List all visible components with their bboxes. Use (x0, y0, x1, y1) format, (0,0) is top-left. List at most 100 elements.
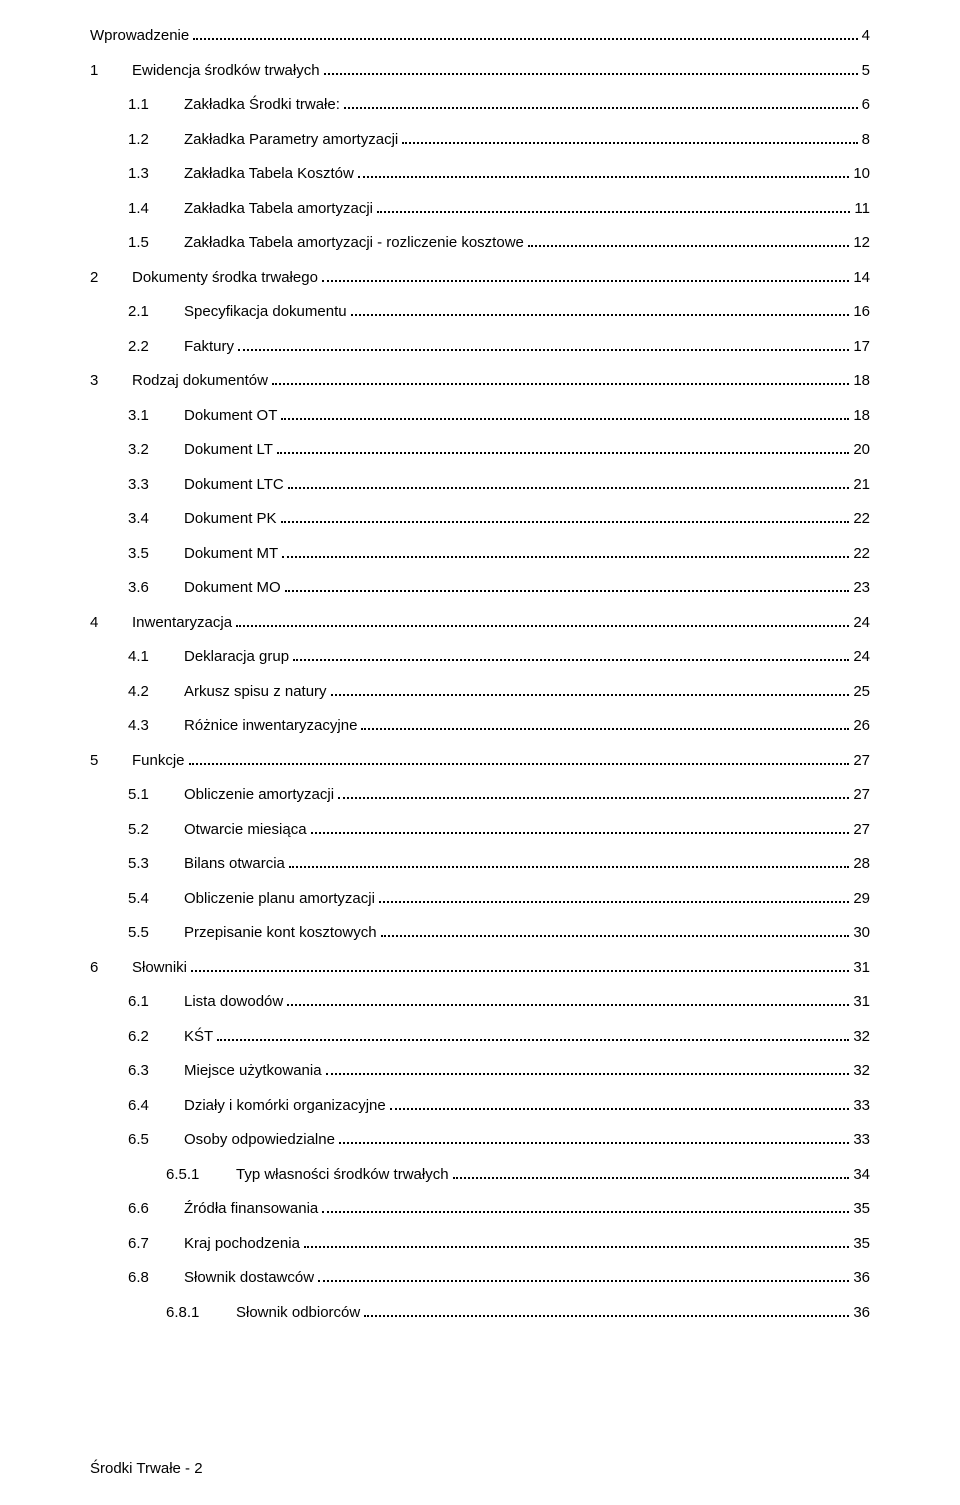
toc-entry-label: Rodzaj dokumentów (132, 370, 268, 393)
toc-entry-number: 5.1 (128, 784, 184, 807)
toc-entry-page: 27 (853, 750, 870, 773)
toc-entry-number: 4.3 (128, 715, 184, 738)
toc-entry-number: 3.5 (128, 543, 184, 566)
toc-entry-page: 33 (853, 1129, 870, 1152)
toc-entry-label: Otwarcie miesiąca (184, 819, 307, 842)
toc-entry-page: 27 (853, 819, 870, 842)
toc-leader-dots (277, 441, 849, 455)
toc-entry: 1.1Zakładka Środki trwałe:6 (128, 94, 870, 117)
toc-entry-page: 24 (853, 646, 870, 669)
toc-entry: 3.2Dokument LT20 (128, 439, 870, 462)
toc-leader-dots (285, 579, 850, 593)
toc-entry-page: 22 (853, 543, 870, 566)
toc-entry-label: Ewidencja środków trwałych (132, 60, 320, 83)
toc-entry-page: 29 (853, 888, 870, 911)
toc-leader-dots (344, 96, 858, 110)
toc-entry-page: 28 (853, 853, 870, 876)
toc-entry: 6.8.1Słownik odbiorców36 (166, 1302, 870, 1325)
toc-entry-label: Dokument MT (184, 543, 278, 566)
toc-entry-page: 31 (853, 957, 870, 980)
toc-entry: 3.5Dokument MT 22 (128, 543, 870, 566)
toc-entry-page: 5 (862, 60, 870, 83)
toc-entry-label: Zakładka Środki trwałe: (184, 94, 340, 117)
toc-entry-label: Inwentaryzacja (132, 612, 232, 635)
toc-entry: 6.5Osoby odpowiedzialne33 (128, 1129, 870, 1152)
toc-entry: 5.4Obliczenie planu amortyzacji29 (128, 888, 870, 911)
toc-entry-label: Bilans otwarcia (184, 853, 285, 876)
toc-entry-page: 26 (853, 715, 870, 738)
toc-entry-label: Miejsce użytkowania (184, 1060, 322, 1083)
toc-entry-label: Obliczenie planu amortyzacji (184, 888, 375, 911)
toc-entry-number: 2 (90, 267, 132, 290)
toc-entry: 2.2Faktury17 (128, 336, 870, 359)
toc-entry-number: 6.8 (128, 1267, 184, 1290)
toc-entry-number: 1.2 (128, 129, 184, 152)
toc-leader-dots (377, 199, 850, 213)
toc-entry-number: 5.3 (128, 853, 184, 876)
table-of-contents: Wprowadzenie4 1Ewidencja środków trwałych… (90, 25, 870, 1324)
toc-leader-dots (289, 855, 849, 869)
toc-entry-number: 1 (90, 60, 132, 83)
toc-entry-number: 6.5.1 (166, 1164, 236, 1187)
toc-entry-label: Zakładka Tabela Kosztów (184, 163, 354, 186)
toc-entry-page: 27 (853, 784, 870, 807)
toc-leader-dots (326, 1062, 850, 1076)
toc-entry-number: 3.4 (128, 508, 184, 531)
toc-entry-number: 4.1 (128, 646, 184, 669)
toc-leader-dots (322, 1200, 849, 1214)
toc-entry-number: 6.3 (128, 1060, 184, 1083)
toc-entry: 2.1Specyfikacja dokumentu16 (128, 301, 870, 324)
toc-leader-dots (318, 1269, 849, 1283)
toc-entry-number: 5.2 (128, 819, 184, 842)
toc-entry-page: 34 (853, 1164, 870, 1187)
toc-leader-dots (281, 406, 849, 420)
toc-entry-page: 25 (853, 681, 870, 704)
toc-entry-number: 3.6 (128, 577, 184, 600)
toc-entry-number: 6 (90, 957, 132, 980)
toc-leader-dots (361, 717, 849, 731)
toc-entry-label: Działy i komórki organizacyjne (184, 1095, 386, 1118)
toc-entry-label: KŚT (184, 1026, 213, 1049)
toc-entry-number: 4.2 (128, 681, 184, 704)
toc-entry-label: Wprowadzenie (90, 25, 189, 48)
toc-leader-dots (402, 130, 857, 144)
toc-entry-label: Zakładka Tabela amortyzacji (184, 198, 373, 221)
toc-entry-page: 12 (853, 232, 870, 255)
toc-entry-page: 35 (853, 1233, 870, 1256)
toc-entry-label: Różnice inwentaryzacyjne (184, 715, 357, 738)
toc-entry: 3.3Dokument LTC21 (128, 474, 870, 497)
toc-entry-label: Kraj pochodzenia (184, 1233, 300, 1256)
toc-entry-number: 1.5 (128, 232, 184, 255)
toc-leader-dots (453, 1165, 850, 1179)
toc-entry-number: 2.2 (128, 336, 184, 359)
toc-leader-dots (358, 165, 849, 179)
toc-leader-dots (282, 544, 849, 558)
toc-leader-dots (339, 1131, 849, 1145)
toc-entry-number: 1.1 (128, 94, 184, 117)
toc-entry: 3.4Dokument PK22 (128, 508, 870, 531)
toc-entry-number: 1.3 (128, 163, 184, 186)
toc-leader-dots (236, 613, 849, 627)
toc-entry-label: Słowniki (132, 957, 187, 980)
toc-entry-page: 31 (853, 991, 870, 1014)
toc-leader-dots (281, 510, 850, 524)
toc-leader-dots (189, 751, 850, 765)
toc-entry: 6.7Kraj pochodzenia35 (128, 1233, 870, 1256)
toc-leader-dots (304, 1234, 849, 1248)
toc-entry-number: 6.5 (128, 1129, 184, 1152)
toc-entry-label: Arkusz spisu z natury (184, 681, 327, 704)
toc-entry-label: Deklaracja grup (184, 646, 289, 669)
toc-leader-dots (331, 682, 850, 696)
toc-leader-dots (351, 303, 850, 317)
toc-entry: 6.3Miejsce użytkowania32 (128, 1060, 870, 1083)
toc-entry: 5Funkcje27 (90, 750, 870, 773)
toc-entry-number: 6.4 (128, 1095, 184, 1118)
toc-entry-label: Słownik dostawców (184, 1267, 314, 1290)
toc-entry-label: Zakładka Parametry amortyzacji (184, 129, 398, 152)
toc-entry-page: 32 (853, 1026, 870, 1049)
toc-leader-dots (288, 475, 850, 489)
toc-entry: 6.2KŚT32 (128, 1026, 870, 1049)
toc-entry-page: 18 (853, 405, 870, 428)
toc-leader-dots (311, 820, 850, 834)
toc-entry: Wprowadzenie4 (90, 25, 870, 48)
